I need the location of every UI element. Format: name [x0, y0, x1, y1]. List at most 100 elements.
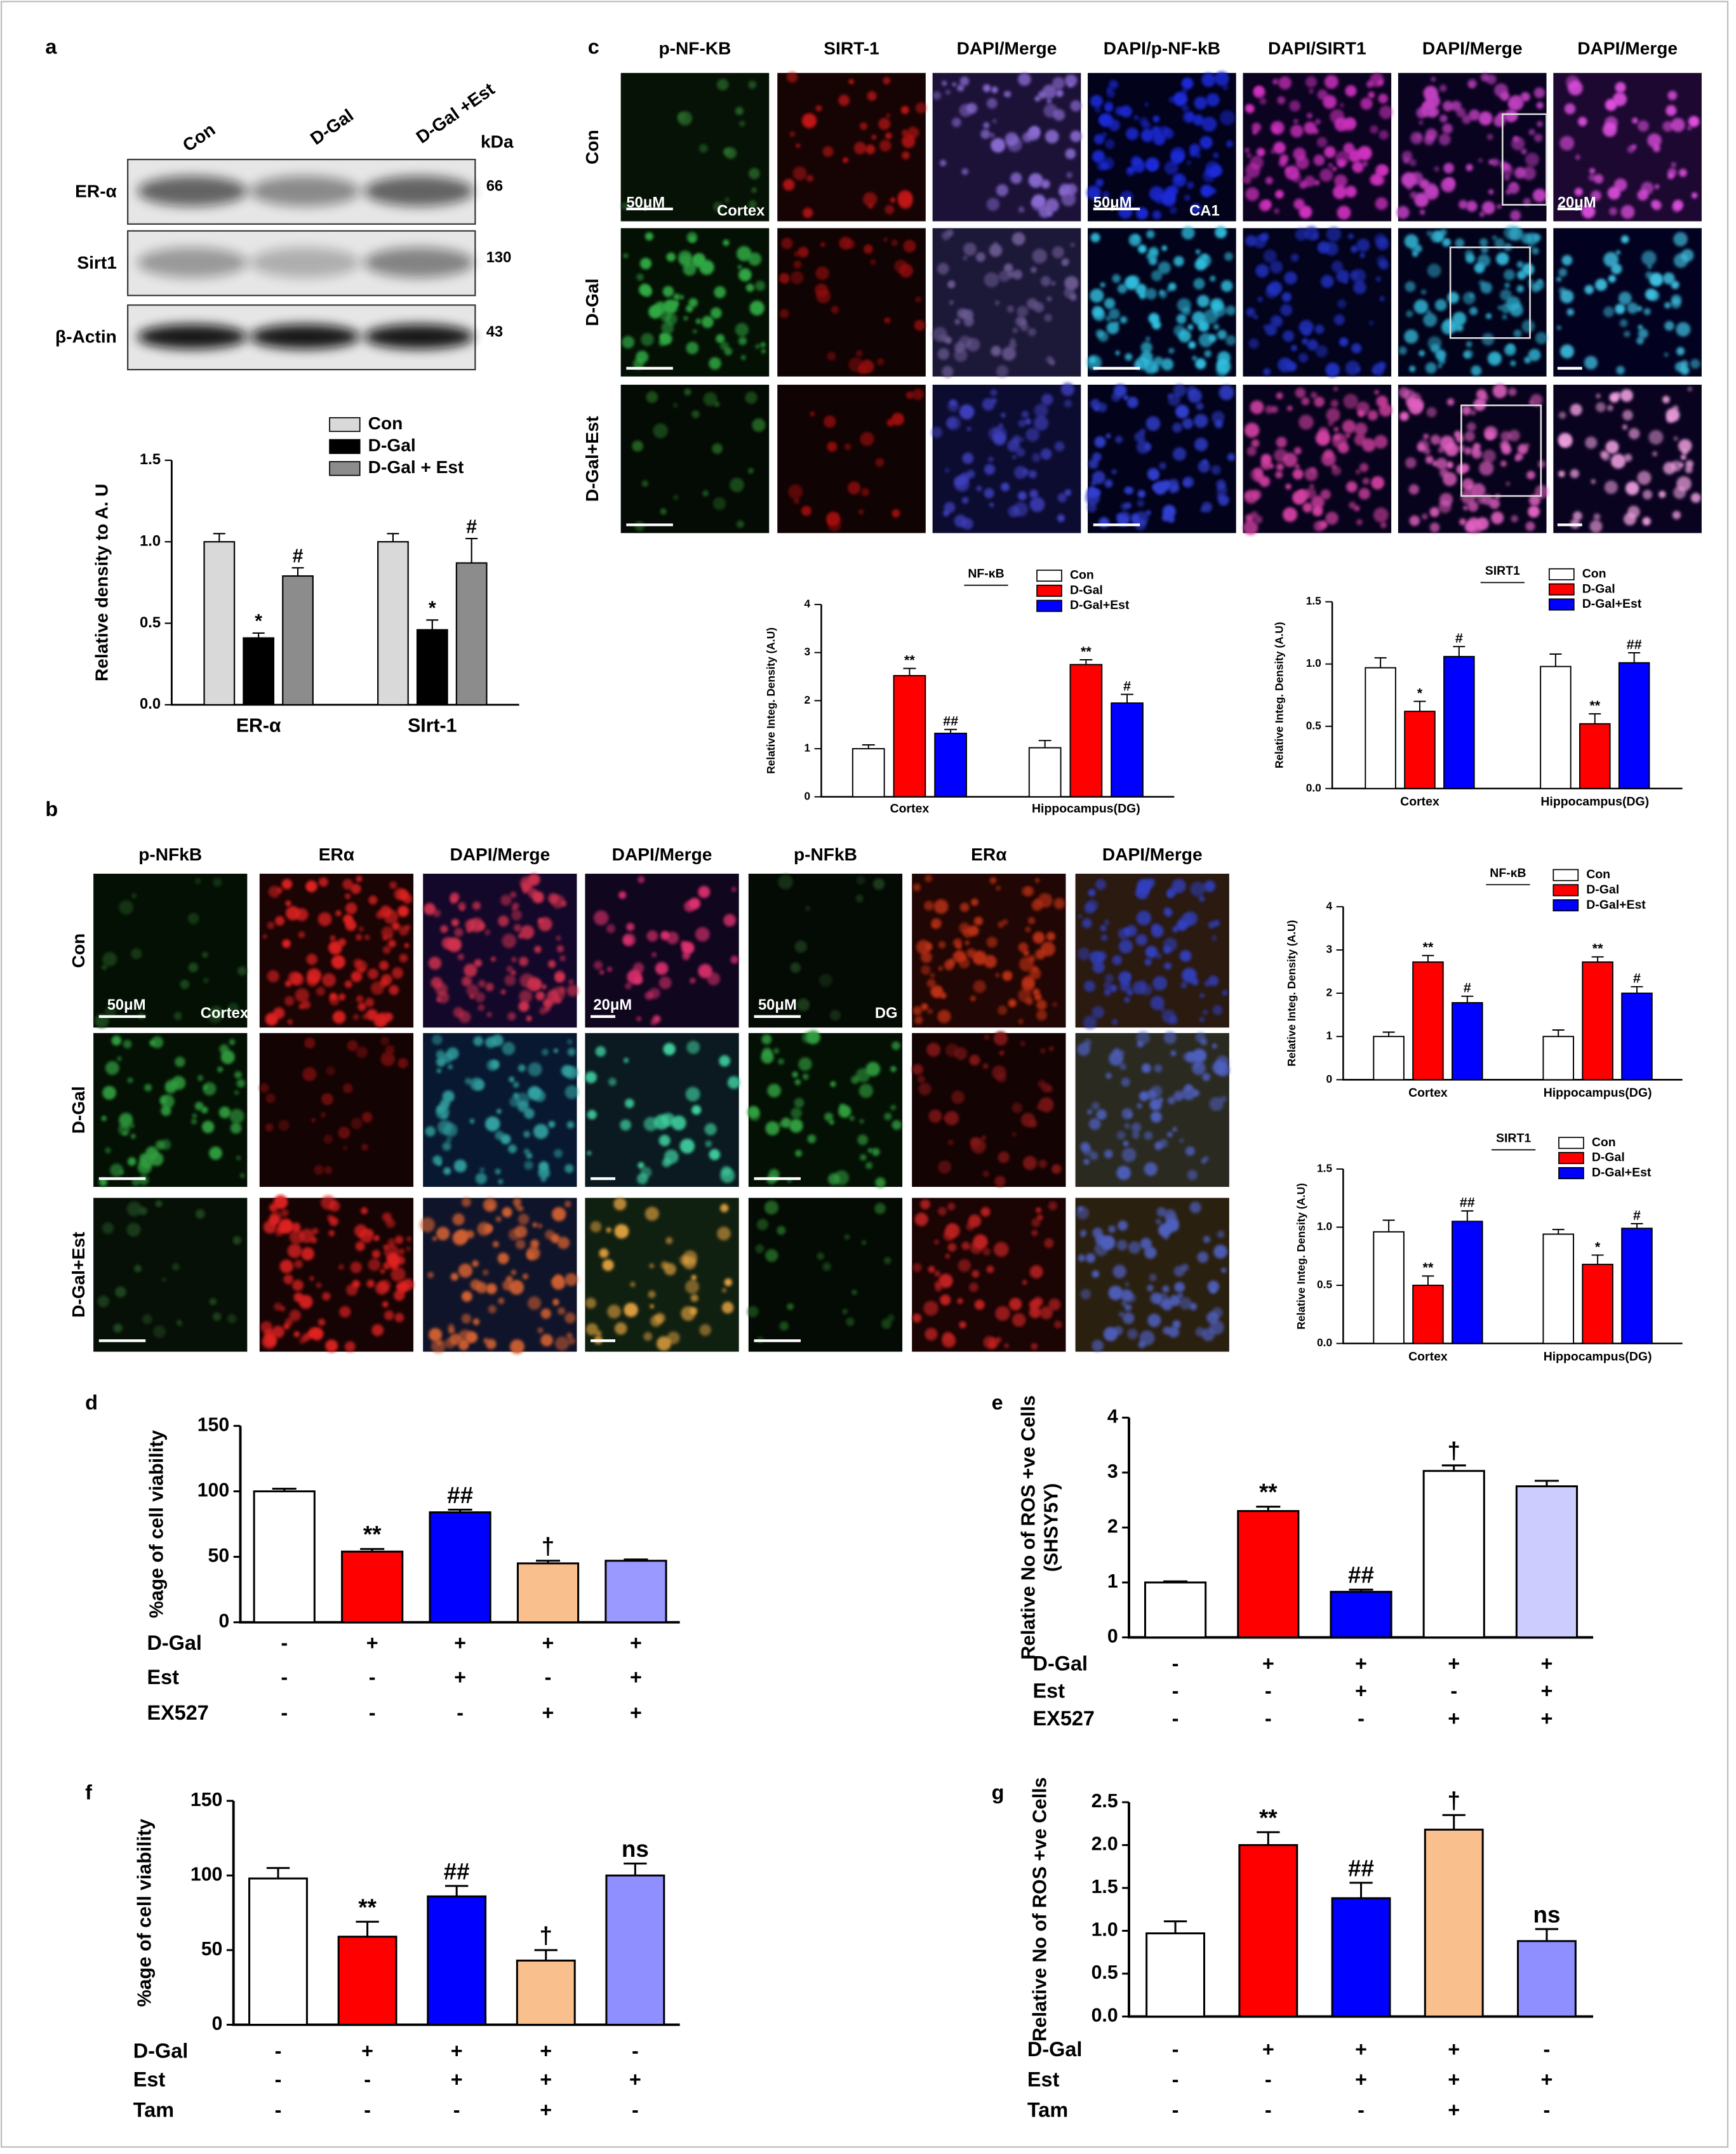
- cell-signal: [991, 138, 1006, 153]
- cell-signal: [686, 342, 699, 354]
- cell-signal: [201, 1106, 208, 1114]
- cell-signal: [620, 1119, 631, 1131]
- cell-signal: [1220, 280, 1233, 292]
- image-label: 50μM: [758, 996, 797, 1013]
- cell-signal: [203, 977, 209, 984]
- cell-signal: [672, 403, 678, 408]
- cell-signal: [1187, 324, 1194, 331]
- cell-signal: [142, 1314, 152, 1324]
- cell-signal: [275, 916, 285, 926]
- cell-signal: [636, 1016, 641, 1022]
- cell-signal: [1112, 1264, 1126, 1278]
- cell-signal: [1615, 82, 1626, 93]
- cell-signal: [622, 933, 636, 947]
- cell-signal: [980, 1207, 991, 1217]
- cell-signal: [1199, 1017, 1205, 1022]
- legend-label: D-Gal: [1582, 582, 1615, 596]
- cell-signal: [1077, 947, 1090, 961]
- cell-signal: [920, 951, 933, 963]
- cell-signal: [1290, 124, 1304, 138]
- cell-signal: [564, 1085, 579, 1099]
- cell-signal: [982, 1063, 989, 1069]
- cell-signal: [497, 1109, 502, 1114]
- y-axis-label: %age of cell viability: [147, 1430, 168, 1618]
- significance-mark: **: [1259, 1479, 1278, 1505]
- cell-signal: [1466, 201, 1478, 212]
- cell-signal: [1180, 950, 1192, 962]
- cell-signal: [761, 1034, 772, 1045]
- y-tick-label: 1.5: [140, 451, 161, 468]
- cell-signal: [1529, 400, 1533, 405]
- cell-signal: [274, 1302, 283, 1311]
- bar: [1412, 961, 1444, 1081]
- cell-signal: [230, 1122, 242, 1134]
- cell-signal: [425, 1126, 436, 1137]
- bar: [243, 637, 275, 706]
- cell-signal: [461, 1313, 472, 1324]
- cell-signal: [624, 1099, 634, 1108]
- cell-signal: [556, 998, 562, 1003]
- cell-signal: [1603, 251, 1619, 267]
- cell-signal: [890, 197, 896, 203]
- cell-signal: [1128, 1241, 1141, 1254]
- cell-signal: [1511, 515, 1518, 523]
- cell-signal: [937, 1010, 951, 1024]
- cell-signal: [1295, 464, 1300, 469]
- cell-signal: [938, 1273, 953, 1288]
- cell-signal: [1620, 204, 1635, 219]
- cell-signal: [1595, 278, 1608, 291]
- cell-signal: [1664, 352, 1669, 358]
- cell-signal: [1177, 298, 1191, 312]
- cell-signal: [782, 178, 795, 191]
- cell-signal: [293, 1331, 300, 1337]
- cell-signal: [1183, 479, 1191, 486]
- cell-signal: [755, 281, 766, 291]
- image-row-label: D-Gal+Est: [69, 1231, 88, 1318]
- cell-signal: [486, 1283, 497, 1295]
- cell-signal: [1509, 302, 1523, 317]
- image-column-header: DAPI/Merge: [957, 39, 1057, 58]
- condition-sign: -: [1172, 1652, 1179, 1675]
- bar: [1582, 1264, 1613, 1344]
- y-tick-label: 0: [1107, 1626, 1118, 1647]
- cell-signal: [730, 955, 738, 964]
- cell-signal: [511, 970, 516, 975]
- cell-signal: [1070, 130, 1082, 142]
- cell-signal: [948, 280, 956, 288]
- cell-signal: [1623, 512, 1636, 526]
- cell-signal: [1185, 112, 1195, 121]
- cell-signal: [1031, 1342, 1038, 1350]
- cell-signal: [1008, 341, 1017, 349]
- cell-signal: [554, 1149, 563, 1158]
- cell-signal: [1185, 1146, 1195, 1156]
- cell-signal: [724, 347, 733, 356]
- cell-signal: [883, 237, 888, 242]
- cell-signal: [357, 1002, 366, 1011]
- cell-signal: [361, 1144, 368, 1151]
- cell-signal: [855, 894, 864, 903]
- cell-signal: [1144, 102, 1149, 107]
- cell-signal: [1426, 231, 1432, 236]
- cell-signal: [1086, 185, 1101, 200]
- cell-signal: [1323, 95, 1337, 109]
- cell-signal: [1244, 490, 1259, 504]
- cell-signal: [399, 953, 408, 963]
- legend-swatch: [329, 461, 361, 476]
- cell-signal: [474, 1080, 485, 1090]
- cell-signal: [1405, 457, 1417, 469]
- error-bar: [1413, 700, 1426, 712]
- cell-signal: [951, 117, 961, 128]
- error-bar: [1631, 986, 1643, 994]
- cell-signal: [338, 1264, 344, 1270]
- image-column-header: DAPI/Merge: [1102, 845, 1203, 864]
- cell-signal: [1105, 316, 1111, 322]
- cell-signal: [792, 166, 807, 181]
- cell-signal: [518, 1001, 530, 1012]
- y-tick-label: 0.0: [1317, 1336, 1332, 1349]
- cell-signal: [1283, 507, 1298, 522]
- cell-signal: [1184, 194, 1191, 201]
- cell-signal: [973, 980, 986, 993]
- cell-signal: [1168, 1326, 1180, 1338]
- cell-signal: [778, 874, 793, 890]
- y-tick-label: 4: [805, 597, 811, 610]
